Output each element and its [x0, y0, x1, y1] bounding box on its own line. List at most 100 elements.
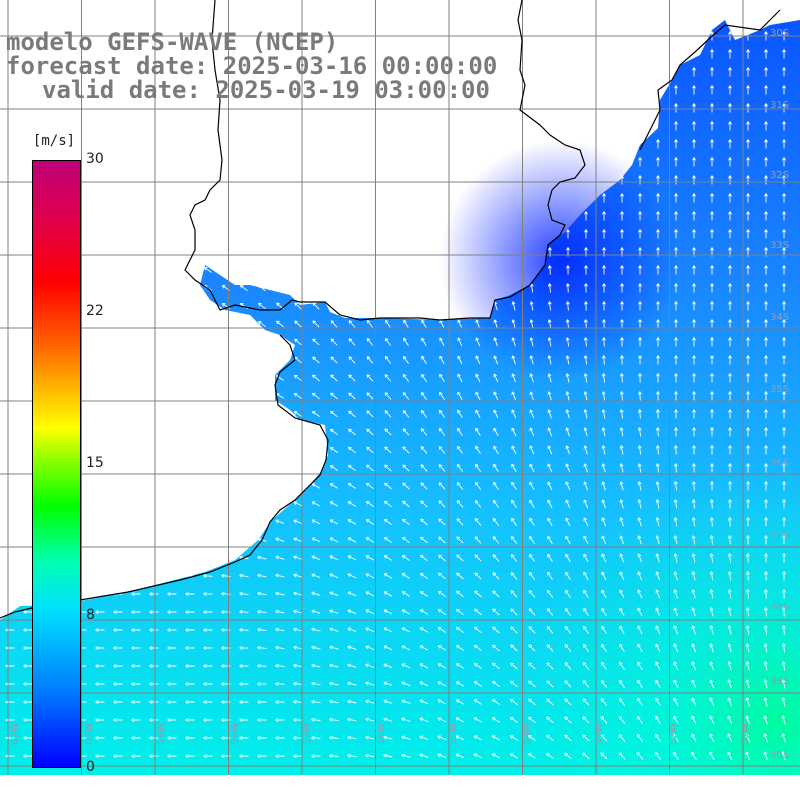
wind-arrow: [438, 464, 446, 472]
wind-arrow: [782, 121, 786, 131]
wind-arrow: [727, 751, 733, 761]
wind-arrow: [637, 481, 642, 491]
wind-arrow: [528, 590, 536, 598]
wind-arrow: [782, 49, 786, 59]
wind-arrow: [402, 428, 410, 436]
wind-arrow: [275, 609, 285, 614]
wind-arrow: [710, 301, 714, 311]
wind-arrow: [365, 555, 375, 561]
wind-arrow: [764, 67, 768, 77]
wind-arrow: [401, 735, 411, 740]
wind-arrow: [656, 157, 660, 167]
wind-arrow: [601, 589, 607, 599]
wind-arrow: [510, 572, 518, 580]
wind-arrow: [257, 663, 267, 668]
wind-arrow: [565, 463, 571, 473]
wind-arrow: [745, 715, 750, 725]
wind-arrow: [329, 483, 339, 489]
wind-arrow: [601, 445, 606, 455]
wind-arrow: [782, 589, 786, 599]
wind-arrow: [401, 645, 411, 651]
wind-arrow: [637, 445, 642, 455]
wind-arrow: [419, 735, 429, 740]
wind-arrow: [239, 754, 249, 758]
wind-arrow: [638, 301, 642, 311]
wind-arrow: [329, 681, 339, 686]
wind-arrows: [5, 31, 786, 761]
wind-arrow: [728, 337, 732, 347]
wind-arrow: [782, 301, 786, 311]
wind-arrow: [473, 681, 483, 687]
wind-arrow: [456, 554, 464, 562]
wind-arrow: [511, 481, 517, 491]
wind-arrow: [347, 627, 357, 632]
wind-arrow: [312, 320, 320, 328]
wind-arrow: [421, 355, 427, 365]
wind-arrow: [329, 645, 339, 650]
wind-arrow: [493, 445, 499, 455]
wind-arrow: [95, 646, 105, 650]
wind-arrow: [383, 735, 393, 740]
wind-arrow: [347, 735, 357, 740]
wind-arrow: [710, 265, 714, 275]
wind-arrow: [510, 535, 518, 544]
lat-label: 34S: [770, 312, 790, 323]
wind-arrow: [564, 625, 572, 634]
wind-arrow: [691, 481, 696, 491]
wind-arrow: [583, 301, 588, 311]
wind-arrow: [601, 391, 606, 401]
wind-arrow: [203, 718, 213, 722]
wind-arrow: [601, 481, 606, 491]
wind-arrow: [710, 283, 714, 293]
wind-arrow: [311, 735, 321, 740]
wind-arrow: [257, 591, 267, 596]
wind-arrow: [709, 517, 714, 527]
wind-arrow: [637, 607, 643, 617]
wind-arrow: [437, 735, 447, 741]
wind-arrow: [619, 571, 625, 581]
lon-label: 54W: [522, 722, 533, 745]
wind-arrow: [203, 628, 213, 632]
wind-arrow: [547, 463, 553, 473]
wind-arrow: [383, 518, 392, 525]
wind-arrow: [546, 734, 554, 742]
colorbar-tick: 15: [86, 455, 104, 471]
wind-arrow: [347, 717, 357, 722]
wind-arrow: [692, 265, 696, 275]
wind-arrow: [437, 699, 447, 705]
wind-arrow: [348, 356, 356, 364]
wind-arrow: [619, 409, 624, 419]
wind-arrow: [600, 679, 608, 688]
wind-arrow: [763, 733, 768, 743]
wind-arrow: [275, 627, 285, 632]
wind-arrow: [456, 590, 464, 598]
wind-arrow: [493, 481, 499, 490]
wind-arrow: [366, 410, 374, 418]
wind-arrow: [547, 319, 552, 329]
wind-arrow: [746, 319, 750, 329]
wind-arrow: [763, 571, 768, 581]
wind-arrow: [437, 608, 446, 615]
wind-arrow: [692, 409, 696, 419]
wind-arrow: [347, 699, 357, 704]
wind-arrow: [782, 481, 786, 491]
wind-arrow: [583, 337, 588, 347]
wind-arrow: [673, 571, 678, 581]
lon-label: 62W: [10, 722, 21, 745]
wind-arrow: [654, 733, 661, 742]
wind-arrow: [582, 734, 590, 742]
wind-arrow: [746, 301, 750, 311]
wind-arrow: [493, 409, 499, 419]
wind-arrow: [329, 428, 338, 436]
wind-arrow: [329, 573, 339, 579]
wind-arrow: [709, 661, 714, 671]
wind-arrow: [113, 736, 123, 740]
wind-arrow: [529, 517, 535, 527]
wind-arrow: [547, 373, 552, 383]
wind-arrow: [528, 608, 536, 616]
wind-arrow: [728, 445, 732, 455]
wind-arrow: [691, 715, 697, 725]
wind-arrow: [600, 734, 608, 742]
wind-arrow: [709, 499, 714, 509]
wind-arrow: [401, 681, 411, 687]
